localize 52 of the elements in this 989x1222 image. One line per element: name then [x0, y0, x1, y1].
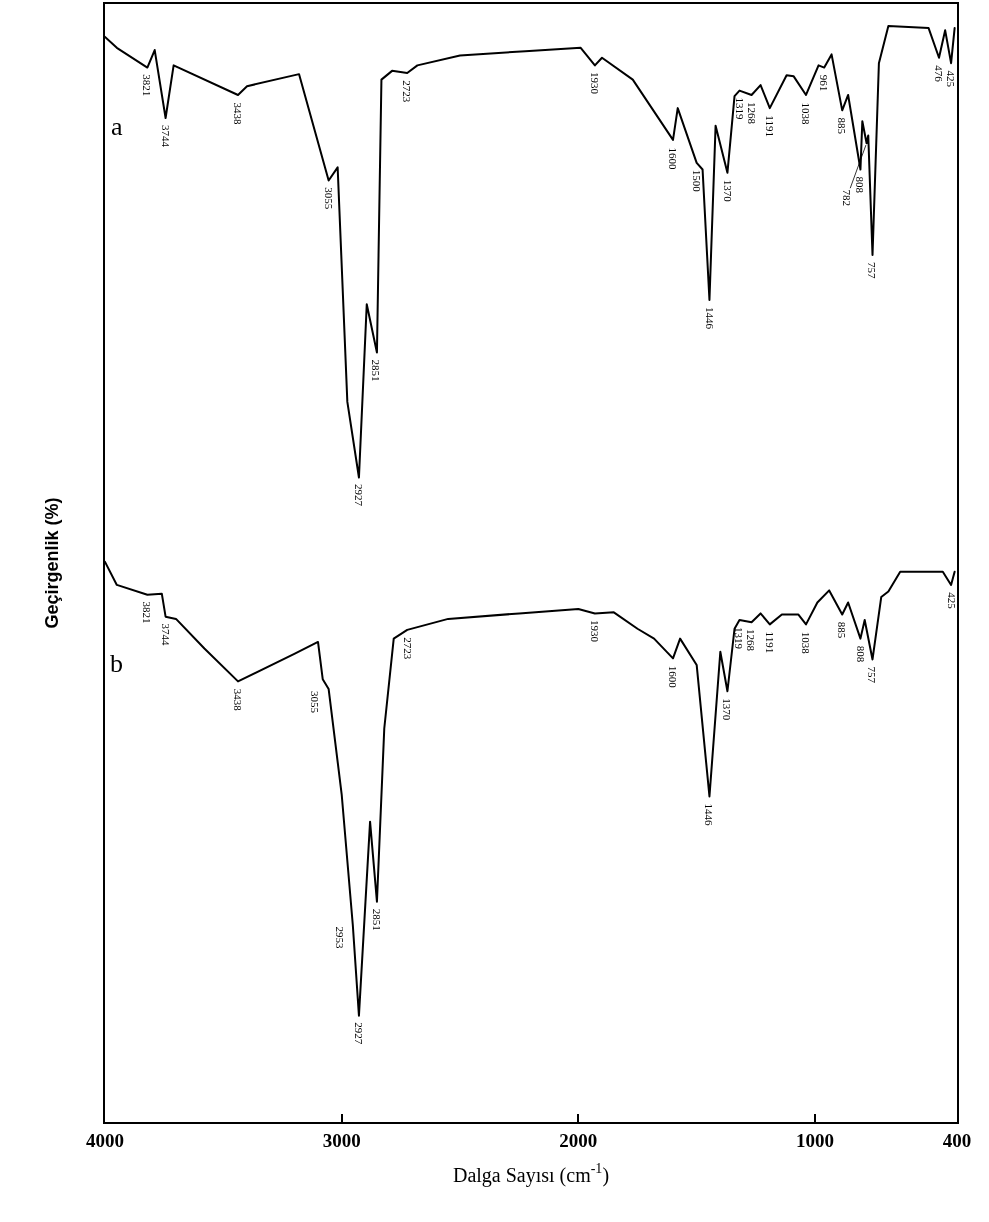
annotation: 1446 — [703, 803, 716, 827]
annotation: 3438 — [232, 102, 245, 125]
annotation: 1268 — [745, 629, 758, 652]
x-tick-label: 3000 — [322, 1129, 361, 1151]
annotation: 1600 — [666, 665, 679, 689]
annotation: 425 — [945, 592, 958, 610]
annotation: 1446 — [703, 306, 716, 330]
annotation: 1319 — [733, 627, 745, 650]
annotation: 2723 — [401, 637, 414, 660]
annotation: 808 — [854, 176, 867, 194]
annotation: 476 — [933, 65, 946, 83]
x-tick-label: 400 — [942, 1129, 972, 1151]
x-tick-label: 1000 — [796, 1129, 834, 1151]
annotation: 3055 — [322, 187, 335, 210]
annotation: 425 — [944, 70, 957, 88]
annotation: 1930 — [588, 71, 601, 95]
y-axis-title: Geçirgenlik (%) — [41, 497, 62, 629]
annotation: 1370 — [721, 179, 734, 203]
annotation: 1370 — [721, 698, 734, 721]
annotation: 3821 — [140, 74, 153, 97]
annotation: 1930 — [588, 620, 601, 643]
annotation: 1191 — [764, 631, 777, 654]
annotation: 1191 — [763, 115, 776, 137]
annotation: 1500 — [691, 169, 704, 193]
annotation: 2953 — [334, 926, 346, 949]
annotation: 808 — [854, 645, 867, 663]
annotation: 3744 — [159, 623, 172, 647]
annotation: 3055 — [309, 690, 322, 714]
annotation: 885 — [836, 117, 849, 135]
annotation: 1268 — [746, 101, 759, 125]
annotation: 2723 — [400, 80, 413, 103]
annotation: 757 — [866, 261, 879, 279]
annotation: 3438 — [231, 688, 244, 712]
annotation: 2927 — [353, 1022, 366, 1045]
annotation: 3744 — [160, 124, 173, 148]
annotation: 2851 — [370, 908, 383, 931]
x-axis-title: Dalga Sayısı (cm$^{-1}$) — [452, 1161, 610, 1187]
annotation: 2927 — [352, 484, 365, 507]
annotation: 1600 — [667, 147, 680, 170]
text: b — [110, 649, 123, 678]
series-label: a — [111, 112, 123, 141]
annotation: 2851 — [370, 359, 383, 382]
annotation: 885 — [836, 621, 849, 639]
annotation: 1038 — [800, 102, 813, 125]
x-tick-label: 4000 — [86, 1129, 124, 1151]
annotation: 3821 — [141, 601, 154, 624]
annotation: 1038 — [799, 631, 812, 655]
annotation: 757 — [866, 666, 879, 684]
annotation: 1319 — [733, 97, 746, 121]
annotation: 782 — [840, 189, 853, 207]
annotation: 961 — [818, 74, 831, 92]
x-tick-label: 2000 — [559, 1129, 598, 1151]
